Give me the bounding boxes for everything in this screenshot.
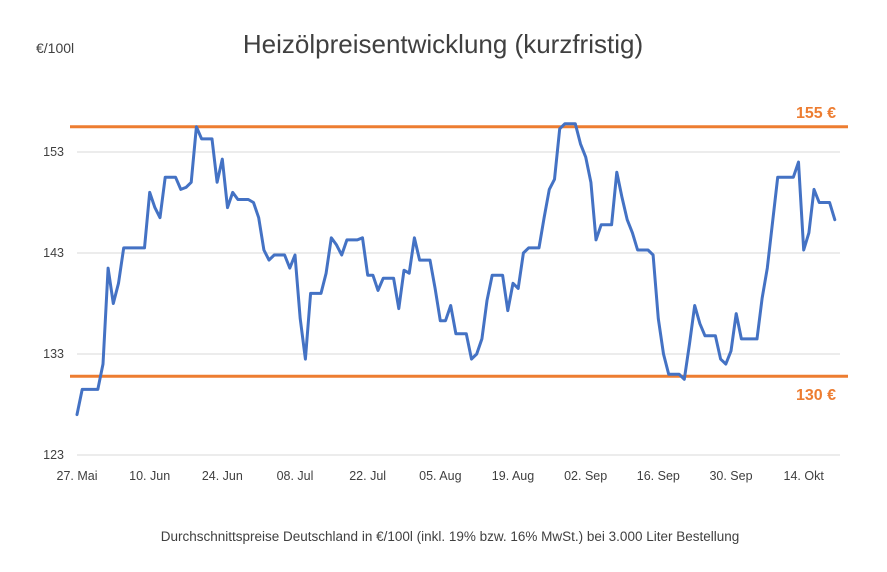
- y-tick-label: 133: [43, 347, 64, 361]
- chart-caption: Durchschnittspreise Deutschland in €/100…: [161, 529, 740, 544]
- x-tick-label: 19. Aug: [492, 469, 534, 483]
- x-tick-label: 08. Jul: [277, 469, 314, 483]
- x-axis-ticks: 27. Mai 10. Jun 24. Jun 08. Jul 22. Jul 05. A…: [57, 469, 825, 483]
- chart-title: Heizölpreisentwicklung (kurzfristig): [243, 29, 643, 59]
- y-tick-label: 143: [43, 246, 64, 260]
- gridlines: [77, 151, 840, 456]
- x-tick-label: 10. Jun: [129, 469, 170, 483]
- x-tick-label: 22. Jul: [349, 469, 386, 483]
- y-tick-label: 123: [43, 448, 64, 462]
- y-tick-label: 153: [43, 145, 64, 159]
- series-line: [75, 122, 837, 417]
- reference-line-label: 155 €: [796, 105, 836, 122]
- reference-lines: 155 € 130 €: [70, 105, 848, 404]
- reference-line-label: 130 €: [796, 387, 836, 404]
- y-axis-ticks: 123 133 143 153: [43, 145, 64, 462]
- x-tick-label: 24. Jun: [202, 469, 243, 483]
- x-tick-label: 27. Mai: [57, 469, 98, 483]
- x-tick-label: 30. Sep: [709, 469, 752, 483]
- x-tick-label: 05. Aug: [419, 469, 461, 483]
- y-axis-unit-label: €/100l: [36, 40, 74, 56]
- x-tick-label: 16. Sep: [637, 469, 680, 483]
- x-tick-label: 02. Sep: [564, 469, 607, 483]
- x-tick-label: 14. Okt: [784, 469, 825, 483]
